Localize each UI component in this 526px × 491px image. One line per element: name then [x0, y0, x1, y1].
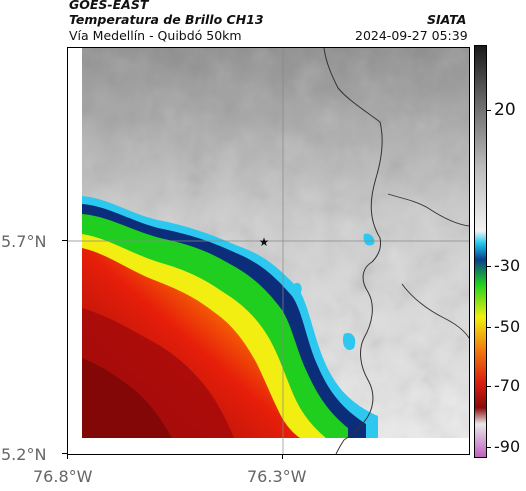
- x-tick: [67, 454, 68, 459]
- colorbar-label: -90: [494, 437, 521, 456]
- lon-label-763: 76.3°W: [247, 467, 307, 486]
- product-title: Temperatura de Brillo CH13: [69, 12, 264, 27]
- x-tick: [282, 454, 283, 459]
- agency-label: SIATA: [427, 12, 467, 27]
- colorbar-label: -70: [494, 376, 521, 395]
- boundary-line: [387, 193, 469, 227]
- region-subtitle: Vía Medellín - Quibdó 50km: [69, 28, 242, 43]
- brightness-temperature-field: ★: [68, 48, 469, 454]
- y-tick: [62, 453, 67, 454]
- cloud-patch: [342, 332, 356, 351]
- colorbar-tick: [486, 110, 491, 111]
- colorbar-tick: [486, 386, 491, 387]
- colorbar-tick: [486, 266, 491, 267]
- timestamp-label: 2024-09-27 05:39: [355, 28, 468, 43]
- colorbar-label: -30: [494, 256, 521, 275]
- lat-label-57: 5.7°N: [1, 232, 47, 251]
- satellite-map: ★: [67, 47, 470, 455]
- colorbar-label: -50: [494, 317, 521, 336]
- boundary-line: [323, 48, 383, 454]
- temperature-colorbar: [474, 45, 487, 458]
- satellite-title: GOES-EAST: [69, 0, 149, 12]
- lon-label-768: 76.8°W: [33, 467, 93, 486]
- colorbar-label: 20: [494, 100, 516, 120]
- y-tick: [62, 240, 67, 241]
- colorbar-tick: [486, 327, 491, 328]
- colorbar-tick: [486, 447, 491, 448]
- cloud-patch: [292, 282, 302, 295]
- star-icon: ★: [259, 235, 270, 249]
- boundary-line: [401, 283, 469, 339]
- lat-label-52: 5.2°N: [1, 445, 47, 464]
- cloud-patch: [363, 233, 375, 246]
